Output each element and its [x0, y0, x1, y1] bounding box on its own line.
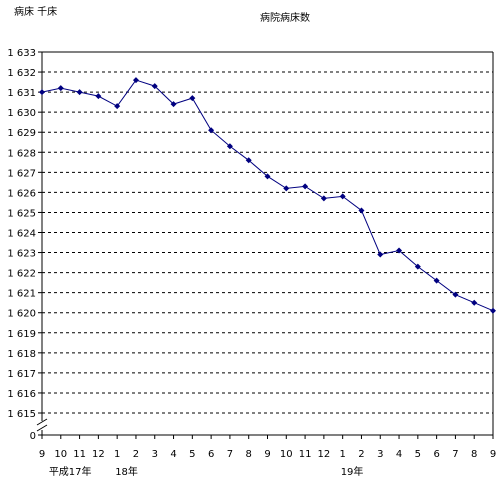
- y-tick-label-18: 1 633: [7, 48, 36, 59]
- data-point-8: [189, 95, 196, 102]
- x-tick-label-22: 7: [452, 449, 458, 460]
- axis-break-gap: [36, 421, 48, 430]
- x-tick-label-24: 9: [490, 449, 496, 460]
- year-label-0: 平成17年: [49, 465, 92, 478]
- x-tick-label-2: 11: [73, 449, 86, 460]
- x-tick-label-6: 3: [152, 449, 158, 460]
- data-point-16: [339, 193, 346, 200]
- y-tick-label-0: 1 615: [7, 409, 36, 420]
- x-tick-label-18: 3: [377, 449, 383, 460]
- data-point-10: [226, 143, 233, 150]
- x-tick-label-4: 1: [114, 449, 120, 460]
- x-tick-label-14: 11: [299, 449, 312, 460]
- x-tick-label-16: 1: [339, 449, 345, 460]
- data-point-17: [358, 207, 365, 214]
- data-point-22: [452, 291, 459, 298]
- data-point-5: [132, 77, 139, 84]
- x-tick-label-15: 12: [318, 449, 331, 460]
- x-tick-label-10: 7: [227, 449, 233, 460]
- y-tick-label-3: 1 618: [7, 349, 36, 360]
- y-tick-label-5: 1 620: [7, 309, 36, 320]
- data-point-12: [264, 173, 271, 180]
- x-tick-label-9: 6: [208, 449, 214, 460]
- year-label-2: 19年: [341, 465, 364, 478]
- x-tick-label-21: 6: [433, 449, 439, 460]
- axis-break-mark-lower: [36, 424, 48, 432]
- data-point-2: [76, 89, 83, 96]
- x-tick-label-23: 8: [471, 449, 477, 460]
- year-label-1: 18年: [115, 465, 138, 478]
- x-tick-label-17: 2: [358, 449, 364, 460]
- data-point-0: [39, 89, 45, 96]
- y-tick-label-2: 1 617: [7, 369, 36, 380]
- data-point-3: [95, 93, 102, 100]
- data-point-9: [208, 127, 215, 134]
- data-point-1: [57, 85, 64, 92]
- data-point-24: [490, 307, 496, 314]
- data-point-14: [302, 183, 309, 190]
- y-tick-label-4: 1 619: [7, 329, 36, 340]
- x-tick-label-11: 8: [246, 449, 252, 460]
- y-tick-label-7: 1 622: [7, 269, 36, 280]
- chart-title: 病院病床数: [260, 11, 310, 24]
- y-tick-label-15: 1 630: [7, 108, 36, 119]
- x-tick-label-5: 2: [133, 449, 139, 460]
- y-tick-label-10: 1 625: [7, 208, 36, 219]
- axis-break-mark-upper: [36, 418, 48, 426]
- data-point-11: [245, 157, 252, 164]
- x-tick-label-20: 5: [415, 449, 421, 460]
- y-tick-label-12: 1 627: [7, 168, 36, 179]
- y-tick-label-14: 1 629: [7, 128, 36, 139]
- data-point-19: [396, 247, 403, 254]
- data-point-6: [151, 83, 158, 90]
- data-point-23: [471, 299, 478, 306]
- series-line: [41, 79, 494, 312]
- x-tick-label-3: 12: [92, 449, 105, 460]
- y-tick-label-8: 1 623: [7, 249, 36, 260]
- data-point-18: [377, 251, 384, 258]
- x-tick-label-12: 9: [264, 449, 270, 460]
- data-point-15: [320, 195, 327, 202]
- x-tick-label-13: 10: [280, 449, 293, 460]
- y-tick-label-zero: 0: [30, 431, 36, 442]
- x-tick-label-7: 4: [170, 449, 176, 460]
- data-point-20: [414, 263, 421, 270]
- x-tick-label-19: 4: [396, 449, 402, 460]
- data-point-21: [433, 277, 440, 284]
- y-tick-label-13: 1 628: [7, 148, 36, 159]
- x-tick-label-8: 5: [189, 449, 195, 460]
- unit-label: 病床 千床: [14, 5, 57, 18]
- y-tick-label-1: 1 616: [7, 389, 36, 400]
- y-tick-label-17: 1 632: [7, 68, 36, 79]
- y-tick-label-16: 1 631: [7, 88, 36, 99]
- data-point-13: [283, 185, 290, 192]
- y-tick-label-11: 1 626: [7, 188, 36, 199]
- data-point-7: [170, 101, 177, 108]
- x-tick-label-1: 10: [54, 449, 67, 460]
- data-point-4: [114, 103, 121, 110]
- x-tick-label-0: 9: [39, 449, 45, 460]
- y-tick-label-6: 1 621: [7, 289, 36, 300]
- y-tick-label-9: 1 624: [7, 229, 36, 240]
